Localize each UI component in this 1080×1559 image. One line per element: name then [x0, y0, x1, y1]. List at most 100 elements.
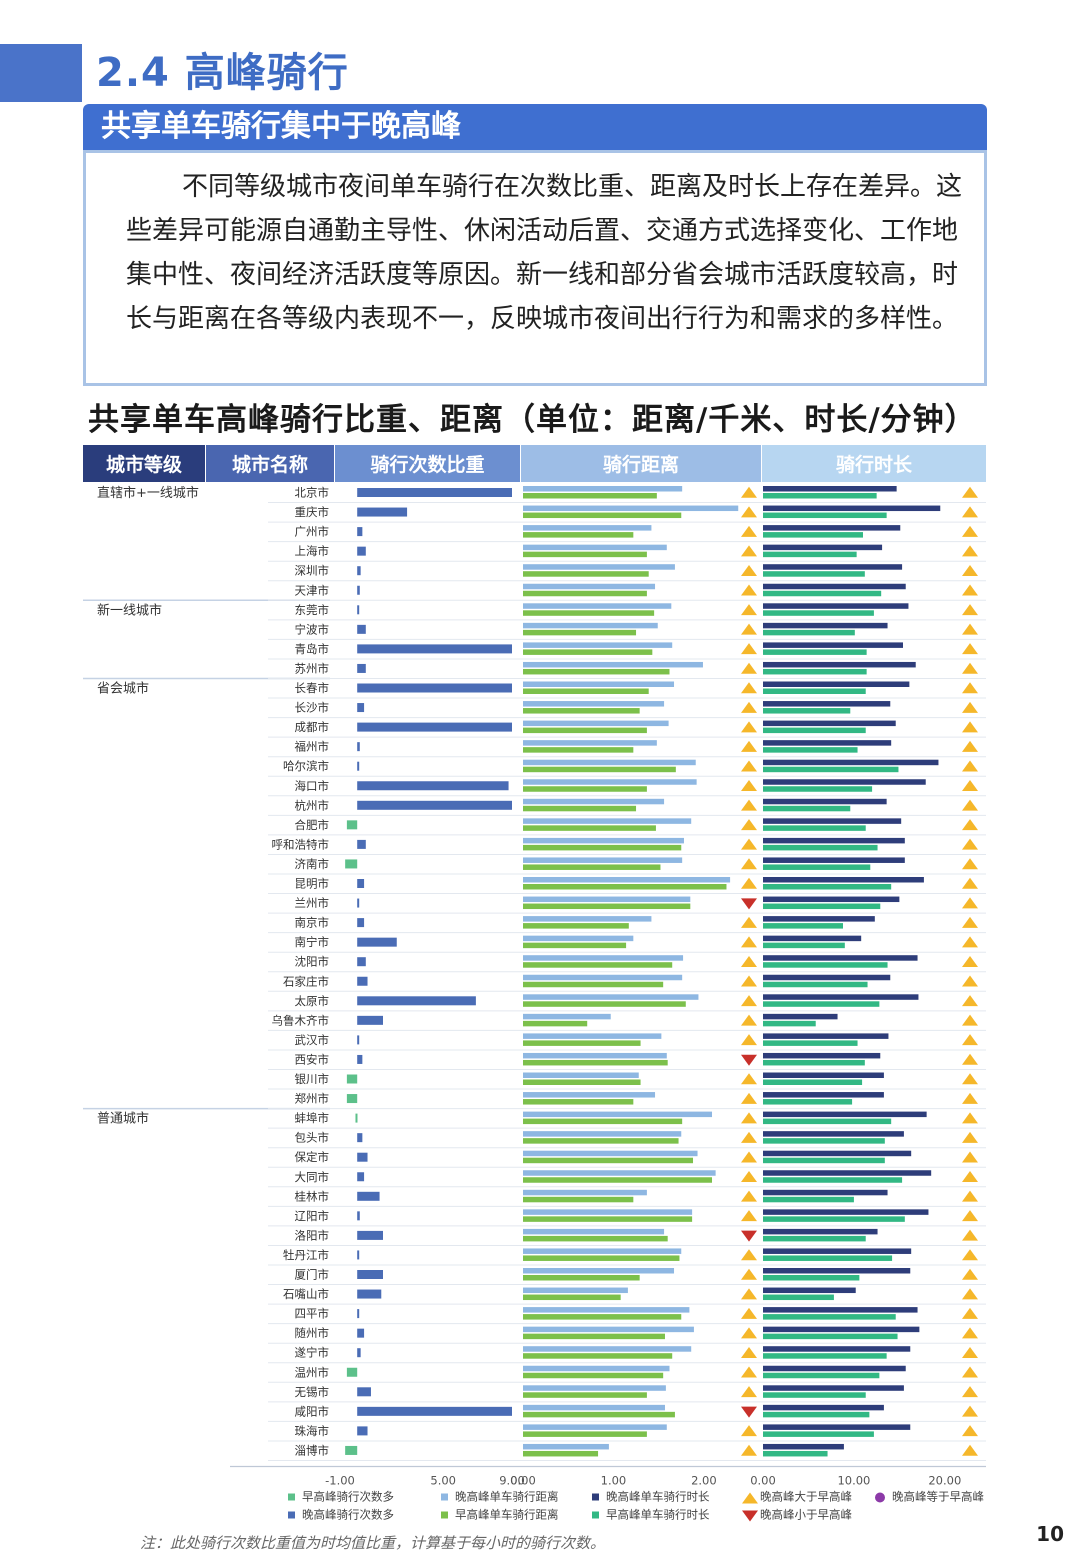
distance-bar	[523, 486, 683, 492]
duration-bar	[763, 747, 858, 753]
duration-bar	[763, 1189, 888, 1196]
duration-indicator	[962, 1229, 978, 1241]
count-share-bar	[346, 820, 358, 830]
city-label: 兰州市	[295, 896, 330, 910]
duration-indicator	[962, 1210, 978, 1222]
distance-bar	[523, 942, 627, 949]
duration-indicator	[962, 877, 978, 889]
legend-indicator-greater-label: 晚高峰大于早高峰	[760, 1490, 852, 1504]
legend-count-evening-marker	[288, 1511, 295, 1519]
legend-indicator-equal-label: 晚高峰等于早高峰	[892, 1490, 984, 1504]
distance-indicator	[741, 1327, 757, 1339]
city-label: 无锡市	[295, 1385, 330, 1399]
duration-bar	[763, 1275, 860, 1281]
distance-bar	[523, 603, 672, 609]
duration-bar	[763, 681, 910, 687]
distance-indicator	[741, 1092, 757, 1104]
duration-indicator	[962, 604, 978, 616]
ride-peak-chart: 城市等级 城市名称 骑行次数比重 骑行距离 骑行时长直辖市+一线城市新一线城市省会城市普…	[83, 445, 986, 1522]
distance-bar	[523, 1189, 647, 1196]
duration-bar	[763, 798, 887, 805]
distance-bar	[523, 923, 629, 929]
distance-bar	[523, 1268, 675, 1274]
distance-bar	[523, 766, 676, 773]
header-label-4: 骑行时长	[836, 453, 913, 476]
legend-count-morning-marker	[288, 1493, 295, 1501]
count-share-bar	[357, 507, 408, 517]
duration-indicator	[962, 1014, 978, 1026]
distance-indicator	[741, 525, 757, 537]
distance-indicator	[741, 1230, 757, 1242]
distance-bar	[523, 1365, 670, 1372]
distance-bar	[523, 571, 649, 577]
city-label: 青岛市	[295, 642, 330, 656]
city-label: 宁波市	[295, 622, 330, 636]
distance-bar	[523, 1001, 686, 1007]
duration-bar	[763, 962, 888, 968]
duration-indicator	[962, 682, 978, 694]
duration-bar	[763, 877, 924, 883]
duration-bar	[763, 629, 855, 636]
legend-indicator-less-label: 晚高峰小于早高峰	[760, 1508, 852, 1522]
count-share-bar	[357, 918, 365, 928]
duration-bar	[763, 688, 866, 694]
count-share-bar	[357, 644, 512, 654]
city-label: 沈阳市	[295, 955, 330, 969]
section-subtitle: 共享单车骑行集中于晚高峰	[83, 104, 987, 150]
distance-indicator	[741, 584, 757, 596]
count-share-bar	[357, 585, 360, 595]
city-label: 桂林市	[295, 1189, 330, 1203]
duration-bar	[763, 571, 865, 577]
duration-bar	[763, 1157, 885, 1164]
duration-bar	[763, 864, 871, 870]
city-label: 西安市	[295, 1052, 330, 1066]
count-share-bar	[357, 624, 366, 634]
distance-bar	[523, 610, 655, 616]
distance-indicator	[741, 662, 757, 674]
distance-indicator	[741, 604, 757, 616]
duration-bar	[763, 942, 845, 949]
distance-bar	[523, 1314, 682, 1320]
distance-indicator	[741, 1034, 757, 1046]
duration-bar	[763, 1216, 905, 1222]
city-label: 四平市	[295, 1307, 330, 1321]
city-label: 合肥市	[295, 818, 330, 832]
duration-bar	[763, 708, 851, 714]
city-label: 淄博市	[295, 1443, 330, 1457]
duration-indicator	[962, 643, 978, 655]
count-share-bar	[357, 1035, 360, 1045]
city-label: 成都市	[295, 720, 330, 734]
duration-indicator	[962, 1307, 978, 1319]
duration-bar	[763, 1079, 863, 1085]
duration-bar	[763, 903, 881, 910]
distance-indicator	[741, 1268, 757, 1280]
duration-bar	[763, 1424, 911, 1430]
city-label: 上海市	[295, 544, 330, 558]
city-label: 银川市	[295, 1072, 330, 1086]
duration-indicator	[962, 858, 978, 870]
count-share-bar	[357, 1328, 365, 1338]
duration-bar	[763, 590, 882, 597]
duration-bar	[763, 1001, 880, 1007]
duration-bar	[763, 1372, 880, 1379]
distance-indicator	[741, 1210, 757, 1222]
distance-bar	[523, 532, 634, 538]
duration-indicator	[962, 721, 978, 733]
duration-bar	[763, 727, 866, 734]
distance-bar	[523, 1040, 641, 1046]
count-share-bar	[357, 839, 366, 849]
duration-bar	[763, 1411, 870, 1418]
duration-bar	[763, 1170, 932, 1176]
duration-bar	[763, 649, 867, 655]
distance-indicator	[741, 1288, 757, 1300]
distance-indicator	[741, 1131, 757, 1143]
duration-bar	[763, 1138, 885, 1144]
city-label: 蚌埠市	[295, 1111, 330, 1125]
duration-bar	[763, 974, 891, 981]
count-share-bar	[357, 605, 360, 615]
city-label: 牡丹江市	[283, 1248, 329, 1262]
duration-bar	[763, 837, 905, 844]
duration-bar	[763, 786, 873, 792]
distance-bar	[523, 825, 656, 831]
count-share-bar	[357, 898, 360, 908]
